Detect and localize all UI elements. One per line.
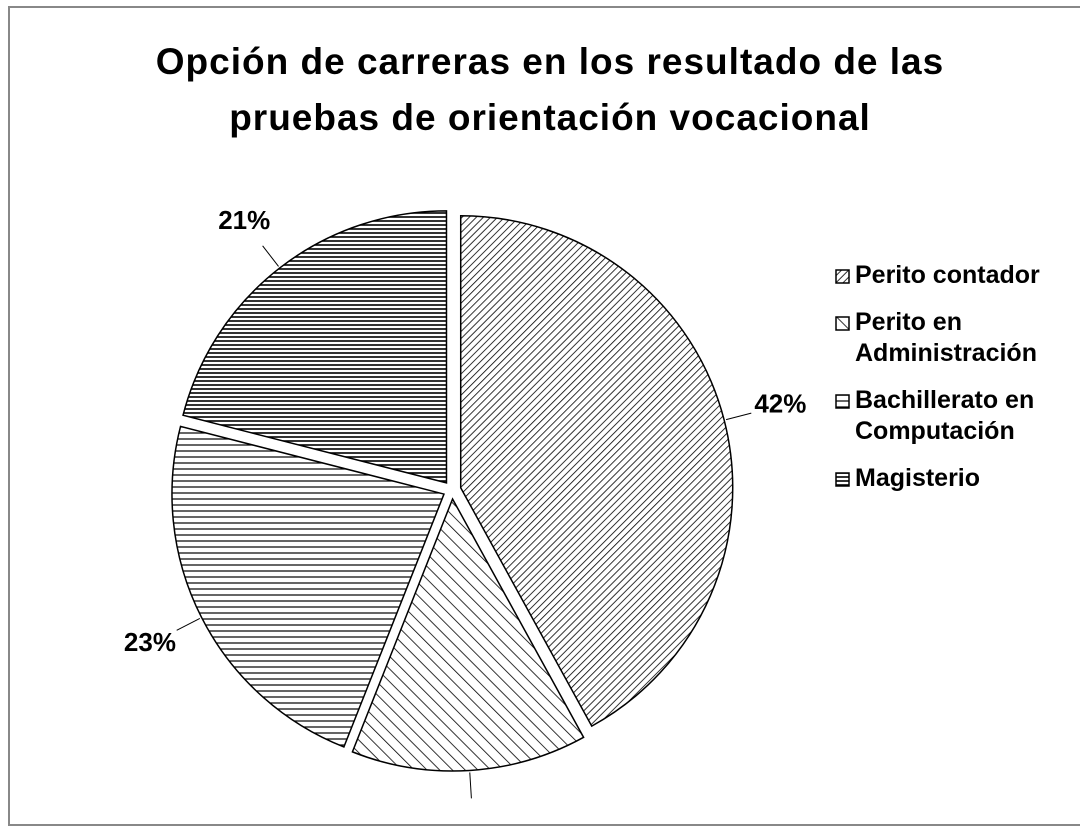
pie-slice	[182, 210, 448, 484]
legend-swatch	[835, 316, 850, 331]
legend-label: Perito contador	[855, 261, 1040, 289]
legend-swatch-box	[835, 316, 850, 331]
legend: Perito contador Perito en Administración B…	[835, 260, 1080, 510]
legend-entry: Bachillerato en Computación	[835, 385, 1080, 447]
page: Opción de carreras en los resultado de l…	[8, 6, 1080, 826]
pie-slice	[459, 215, 734, 728]
legend-label: Perito en Administración	[855, 308, 1037, 367]
legend-label: Magisterio	[855, 464, 981, 492]
legend-entry: Perito contador	[835, 260, 1080, 291]
legend-swatch-box	[835, 269, 850, 284]
leader-line	[262, 245, 279, 267]
chart-title: Opción de carreras en los resultado de l…	[155, 41, 945, 138]
pie-slice	[351, 497, 585, 772]
legend-swatch-box	[835, 394, 850, 409]
data-label: 42%	[754, 389, 806, 419]
legend-swatch	[835, 472, 850, 487]
leader-line	[725, 412, 752, 421]
pie-slice	[171, 425, 445, 748]
legend-swatch	[835, 269, 850, 284]
legend-entry: Perito en Administración	[835, 307, 1080, 369]
leader-line	[469, 772, 472, 799]
legend-label: Bachillerato en Computación	[855, 386, 1035, 445]
legend-swatch	[835, 394, 850, 409]
data-label: 23%	[124, 627, 176, 657]
chart: 42%14%23%21%	[124, 205, 806, 799]
leader-line	[176, 618, 201, 631]
legend-entry: Magisterio	[835, 463, 1080, 494]
data-label: 21%	[218, 205, 270, 235]
legend-swatch-box	[835, 472, 850, 487]
